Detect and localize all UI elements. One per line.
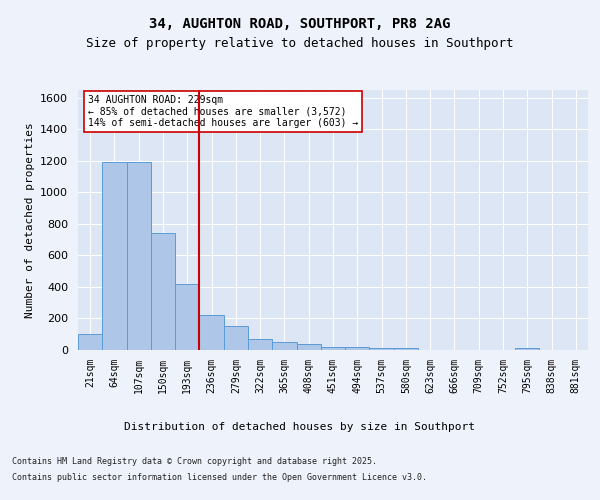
Bar: [272, 342, 296, 350]
Bar: [321, 347, 345, 350]
Bar: [224, 326, 248, 350]
Text: Contains public sector information licensed under the Open Government Licence v3: Contains public sector information licen…: [12, 473, 427, 482]
Bar: [175, 284, 199, 350]
Bar: [394, 348, 418, 350]
Bar: [370, 348, 394, 350]
Bar: [248, 340, 272, 350]
Bar: [199, 316, 224, 350]
Bar: [151, 234, 175, 350]
Bar: [515, 348, 539, 350]
Bar: [102, 162, 127, 350]
Bar: [127, 162, 151, 350]
Text: Distribution of detached houses by size in Southport: Distribution of detached houses by size …: [125, 422, 476, 432]
Bar: [78, 334, 102, 350]
Text: 34 AUGHTON ROAD: 229sqm
← 85% of detached houses are smaller (3,572)
14% of semi: 34 AUGHTON ROAD: 229sqm ← 85% of detache…: [88, 95, 358, 128]
Text: Size of property relative to detached houses in Southport: Size of property relative to detached ho…: [86, 38, 514, 51]
Text: Contains HM Land Registry data © Crown copyright and database right 2025.: Contains HM Land Registry data © Crown c…: [12, 457, 377, 466]
Bar: [345, 347, 370, 350]
Text: 34, AUGHTON ROAD, SOUTHPORT, PR8 2AG: 34, AUGHTON ROAD, SOUTHPORT, PR8 2AG: [149, 18, 451, 32]
Bar: [296, 344, 321, 350]
Y-axis label: Number of detached properties: Number of detached properties: [25, 122, 35, 318]
